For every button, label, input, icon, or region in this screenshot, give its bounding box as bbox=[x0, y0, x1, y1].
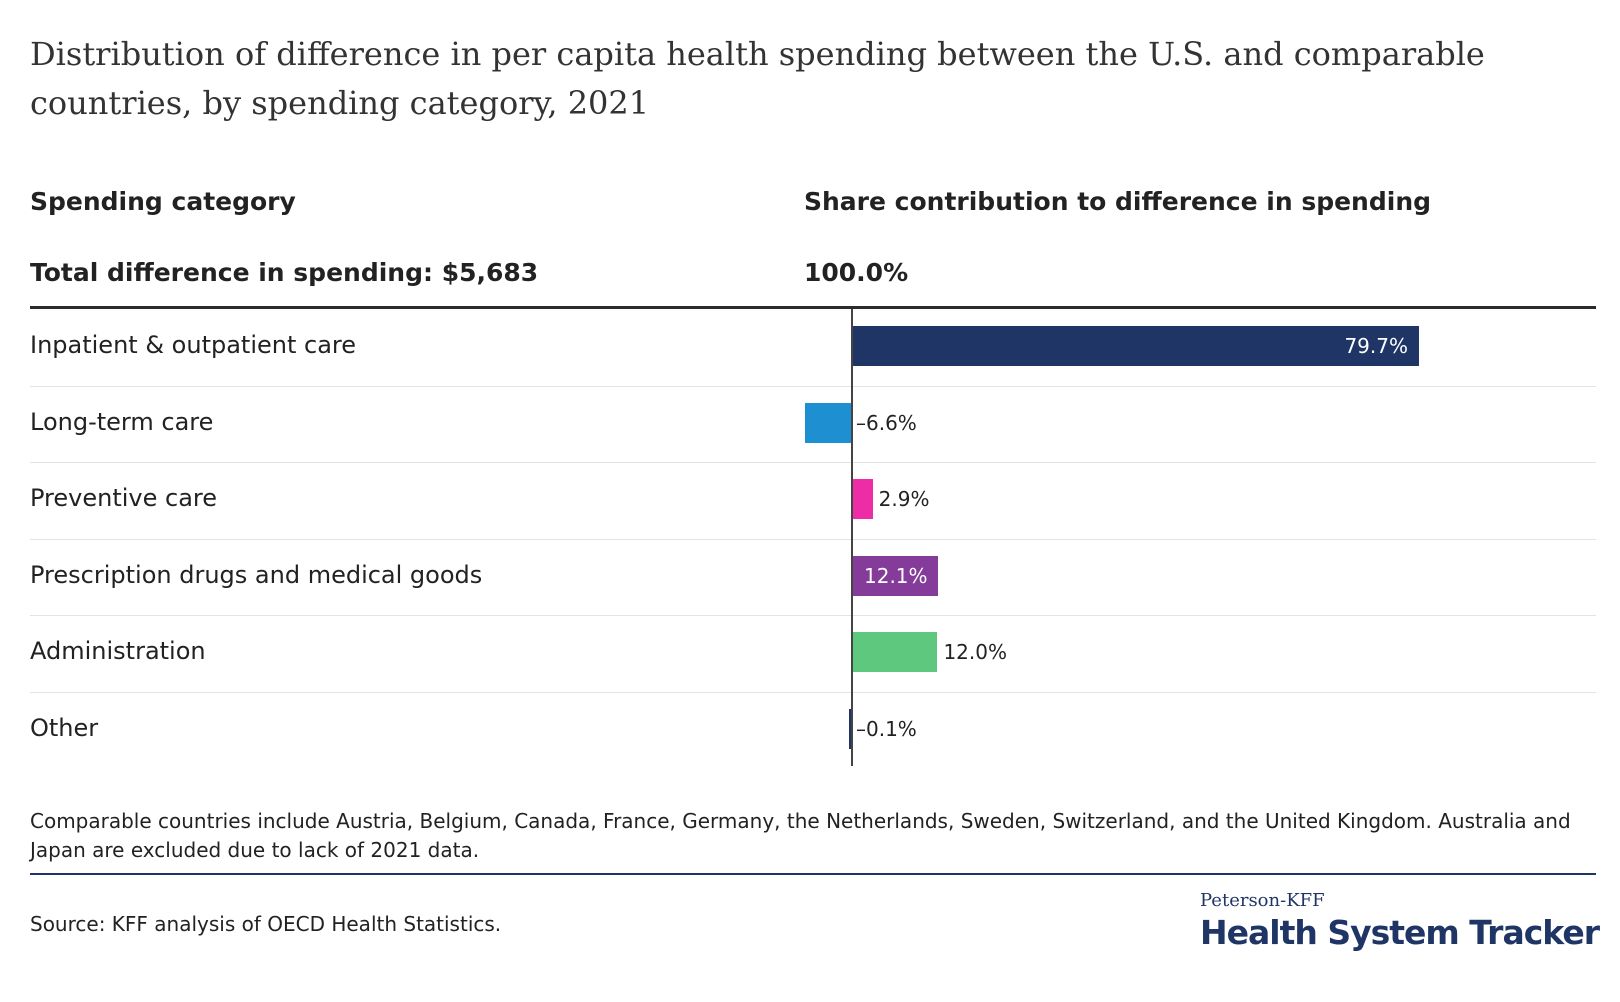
row-separator bbox=[30, 538, 1596, 540]
header-rule bbox=[30, 306, 1596, 309]
category-label: Prescription drugs and medical goods bbox=[30, 560, 483, 589]
category-label: Administration bbox=[30, 637, 206, 666]
category-label: Inpatient & outpatient care bbox=[30, 331, 357, 360]
bar bbox=[849, 708, 852, 749]
bar bbox=[805, 402, 852, 443]
category-label: Other bbox=[30, 713, 99, 742]
row-separator bbox=[30, 615, 1596, 616]
footer-rule bbox=[30, 873, 1596, 875]
logo-health-system-tracker: Health System Tracker bbox=[1200, 913, 1600, 952]
value-label: 79.7% bbox=[1344, 334, 1408, 359]
source-note: Source: KFF analysis of OECD Health Stat… bbox=[30, 912, 502, 936]
bar bbox=[852, 555, 939, 596]
column-header-category: Spending category bbox=[30, 187, 296, 216]
value-label: 12.1% bbox=[864, 563, 928, 588]
category-label: Long-term care bbox=[30, 407, 214, 436]
row-separator bbox=[30, 691, 1596, 693]
footnote: Comparable countries include Austria, Be… bbox=[30, 809, 1571, 862]
bar bbox=[852, 326, 1420, 367]
value-label: 2.9% bbox=[878, 487, 930, 512]
value-label: –6.6% bbox=[856, 410, 917, 435]
value-label: –0.1% bbox=[856, 716, 917, 741]
total-difference-pct: 100.0% bbox=[804, 258, 909, 287]
category-label: Preventive care bbox=[30, 484, 218, 513]
bar bbox=[852, 632, 938, 673]
column-header-share: Share contribution to difference in spen… bbox=[804, 187, 1432, 216]
logo-peterson-kff: Peterson-KFF bbox=[1200, 890, 1325, 911]
chart-title: Distribution of difference in per capita… bbox=[30, 35, 1485, 122]
zero-axis-line bbox=[851, 309, 853, 766]
total-difference-label: Total difference in spending: $5,683 bbox=[30, 258, 539, 287]
value-label: 12.0% bbox=[943, 640, 1007, 665]
row-separator bbox=[30, 462, 1596, 463]
row-separator bbox=[30, 385, 1596, 387]
health-system-tracker-logo: Peterson-KFF Health System Tracker bbox=[1200, 890, 1600, 952]
bar bbox=[852, 479, 873, 520]
